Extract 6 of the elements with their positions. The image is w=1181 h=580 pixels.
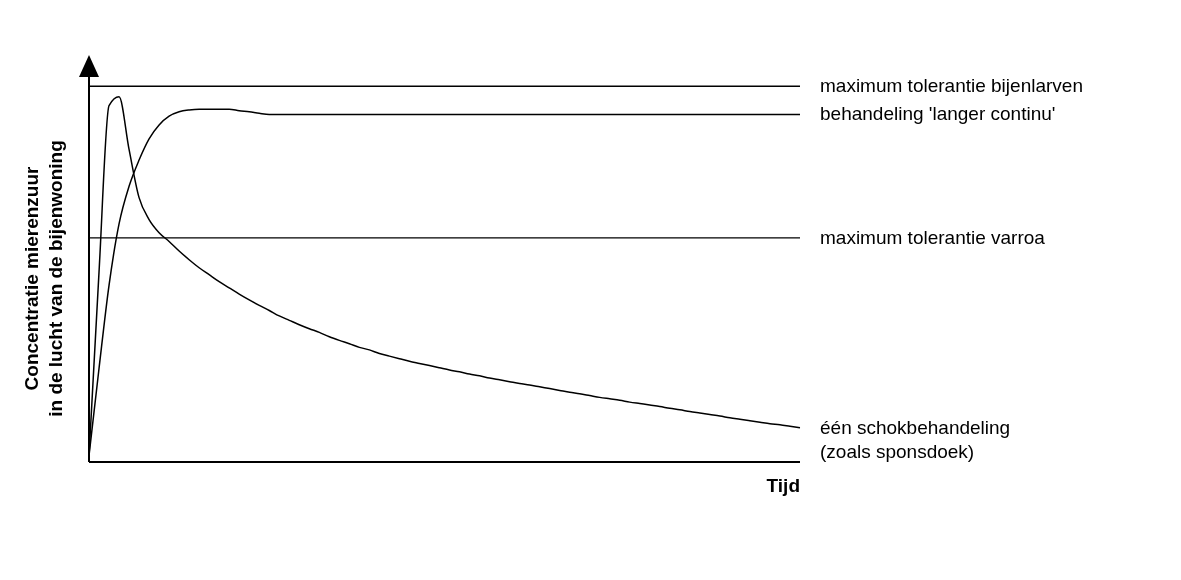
x-axis-title: Tijd <box>766 475 800 496</box>
y-axis-title: Concentratie mierenzuur in de lucht van de bijenwoning <box>21 140 66 417</box>
series-label: één schokbehandeling (zoals sponsdoek) <box>820 416 1011 462</box>
ref-line-label: maximum tolerantie varroa <box>820 226 1046 248</box>
series-label: behandeling 'langer continu' <box>820 103 1056 125</box>
ref-line-label: maximum tolerantie bijenlarven <box>820 75 1083 97</box>
